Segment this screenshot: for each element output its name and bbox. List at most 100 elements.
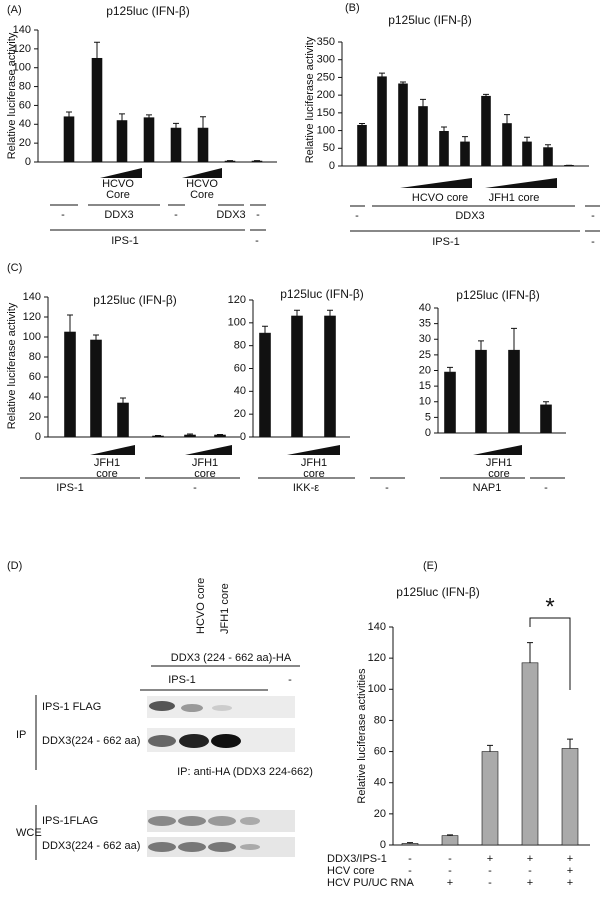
significance-mark: * — [545, 593, 554, 620]
condition-sign: - — [408, 853, 412, 865]
y-axis-label: Relative luciferase activity — [6, 302, 18, 429]
wedge — [182, 168, 222, 178]
condition-label: IPS-1 — [432, 236, 460, 248]
bar — [482, 752, 498, 845]
y-tick-label: 25 — [419, 349, 431, 361]
error-bar — [447, 367, 453, 372]
chart-title: p125luc (IFN-β) — [280, 287, 364, 301]
y-tick-label: 250 — [317, 71, 335, 83]
chart-title: p125luc (IFN-β) — [388, 13, 472, 27]
condition-label: DDX3 — [455, 210, 484, 222]
y-axis-label: Relative luciferase activities — [356, 668, 368, 804]
condition-label: - — [544, 482, 548, 494]
y-tick-label: 120 — [368, 652, 386, 664]
panel-label: (B) — [345, 2, 360, 14]
wedge — [185, 445, 232, 455]
condition-sign: - — [448, 865, 452, 877]
y-tick-label: 150 — [317, 107, 335, 119]
band — [149, 701, 175, 711]
bar — [215, 435, 226, 437]
y-tick-label: 10 — [419, 396, 431, 408]
error-bar — [567, 739, 573, 748]
band — [208, 816, 236, 826]
y-tick-label: 140 — [23, 291, 41, 303]
y-tick-label: 60 — [19, 99, 31, 111]
error-bar — [94, 42, 100, 58]
y-tick-label: 140 — [368, 621, 386, 633]
wedge — [485, 178, 557, 188]
error-bar — [462, 137, 468, 142]
band — [179, 734, 209, 748]
bar — [402, 843, 418, 845]
condition-label: NAP1 — [473, 482, 502, 494]
y-tick-label: 100 — [317, 124, 335, 136]
error-bar — [420, 99, 426, 106]
bar — [440, 131, 449, 166]
condition-label: IPS-1 — [111, 235, 139, 247]
bar — [503, 123, 512, 166]
bar — [461, 142, 470, 166]
condition-label: HCVO core — [412, 192, 468, 204]
band — [240, 817, 260, 825]
bar — [562, 748, 578, 845]
condition-label: IPS-1 — [168, 674, 196, 686]
y-tick-label: 60 — [29, 371, 41, 383]
y-tick-label: 15 — [419, 380, 431, 392]
condition-label: - — [61, 209, 65, 221]
error-bar — [379, 73, 385, 77]
row-label: DDX3(224 - 662 aa) — [42, 840, 140, 852]
band — [212, 705, 232, 711]
condition-sign: - — [488, 865, 492, 877]
y-tick-label: 0 — [425, 427, 431, 439]
condition-label: - — [355, 210, 359, 222]
condition-name: HCV core — [327, 865, 375, 877]
y-tick-label: 40 — [374, 777, 386, 789]
error-bar — [93, 335, 99, 340]
panel-label: (C) — [7, 262, 22, 274]
chart-title: p125luc (IFN-β) — [93, 293, 177, 307]
y-tick-label: 120 — [13, 43, 31, 55]
y-tick-label: 60 — [234, 362, 246, 374]
condition-label: - — [288, 674, 292, 686]
bar — [442, 836, 458, 845]
error-bar — [511, 328, 517, 350]
y-tick-label: 20 — [19, 137, 31, 149]
condition-sign: - — [408, 865, 412, 877]
bar — [260, 333, 271, 437]
y-tick-label: 350 — [317, 36, 335, 48]
condition-label: - — [255, 235, 259, 247]
condition-label: IPS-1 — [56, 482, 84, 494]
bar — [171, 128, 181, 162]
y-tick-label: 100 — [368, 683, 386, 695]
band — [148, 816, 176, 826]
y-tick-label: 35 — [419, 318, 431, 330]
condition-label: Core — [190, 189, 214, 201]
y-tick-label: 100 — [13, 62, 31, 74]
chart-title: p125luc (IFN-β) — [456, 288, 540, 302]
y-tick-label: 0 — [380, 839, 386, 851]
bar — [476, 350, 487, 433]
bar — [482, 96, 491, 166]
condition-name: DDX3/IPS-1 — [327, 853, 387, 865]
lane-label: HCVO core — [195, 578, 207, 634]
bar — [144, 118, 154, 162]
band — [208, 842, 236, 852]
y-tick-label: 0 — [240, 431, 246, 443]
error-bar — [487, 745, 493, 751]
condition-sign: - — [408, 877, 412, 889]
bar — [523, 142, 532, 166]
y-tick-label: 0 — [35, 431, 41, 443]
error-bar — [119, 114, 125, 121]
error-bar — [262, 326, 268, 333]
y-tick-label: 200 — [317, 89, 335, 101]
wedge — [287, 445, 340, 455]
row-label: DDX3(224 - 662 aa) — [42, 735, 140, 747]
bar — [399, 84, 408, 166]
y-tick-label: 0 — [329, 160, 335, 172]
error-bar — [120, 398, 126, 403]
ip-note: IP: anti-HA (DDX3 224-662) — [177, 766, 313, 778]
error-bar — [146, 115, 152, 118]
y-tick-label: 80 — [234, 340, 246, 352]
y-tick-label: 100 — [228, 317, 246, 329]
